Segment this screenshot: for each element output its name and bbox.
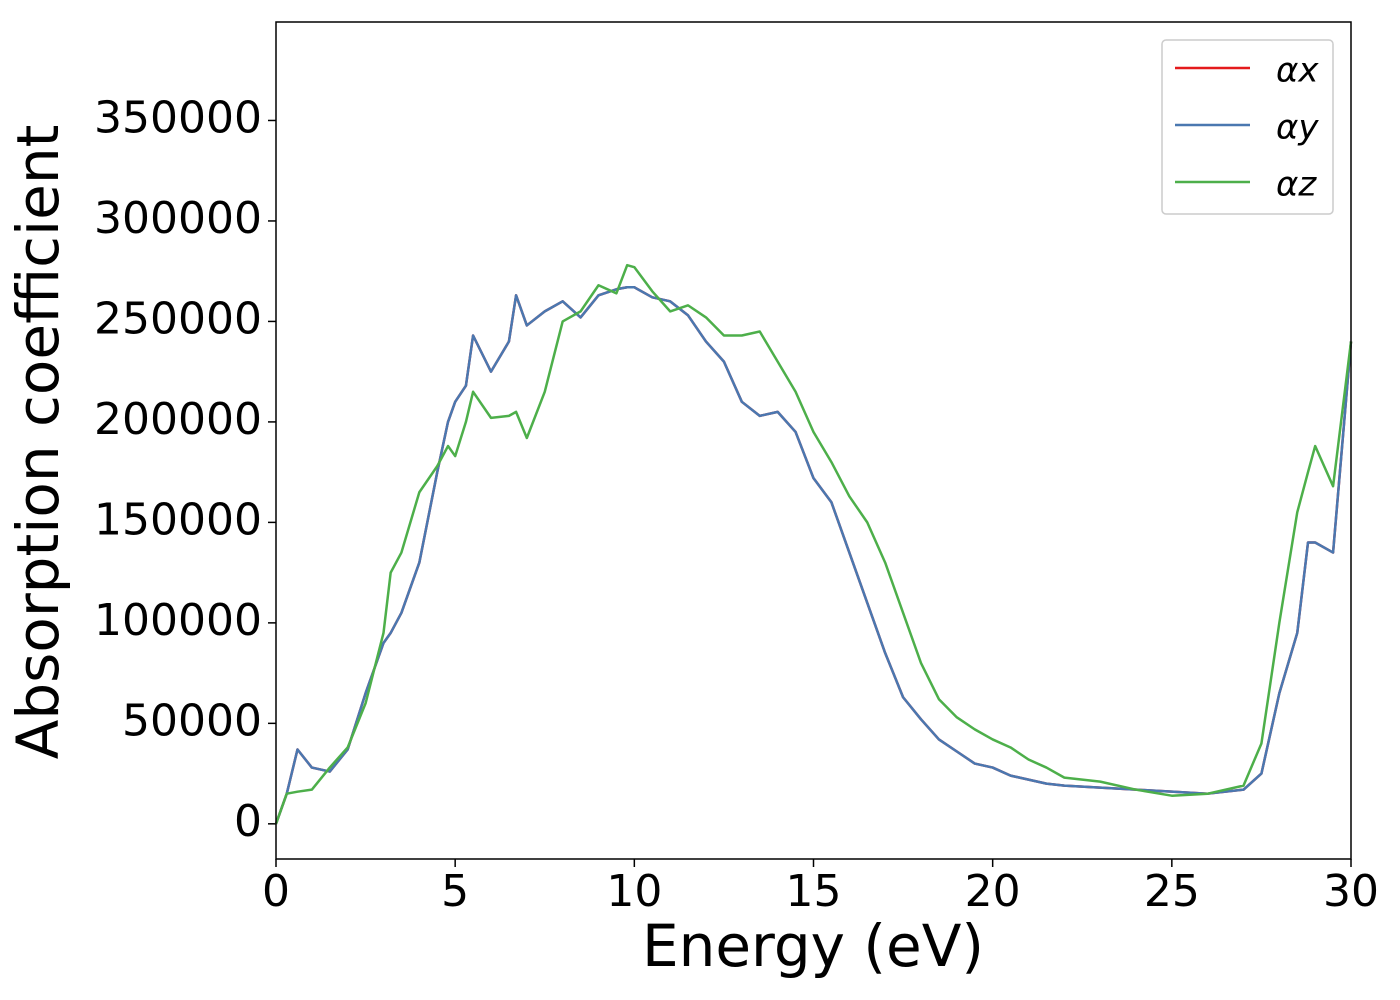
legend-box (1161, 39, 1334, 215)
x-tick-label: 0 (262, 866, 290, 917)
y-axis-label: Absorption coefficient (4, 125, 72, 760)
legend-label: αx (1276, 51, 1319, 91)
y-tick-label: 250000 (94, 293, 262, 344)
y-tick-label: 150000 (94, 494, 262, 545)
y-tick-label: 0 (234, 796, 262, 847)
x-axis-label: Energy (eV) (642, 912, 984, 980)
y-tick-label: 50000 (122, 695, 262, 746)
series-line (274, 286, 1353, 825)
legend-label: αz (1276, 165, 1317, 205)
y-tick-label: 350000 (94, 92, 262, 143)
series-line (274, 263, 1353, 825)
x-tick-label: 10 (606, 866, 662, 917)
x-tick-label: 15 (786, 866, 842, 917)
plot-frame (275, 21, 1352, 860)
x-tick-label: 5 (441, 866, 469, 917)
y-tick-label: 300000 (94, 193, 262, 244)
y-tick-label: 200000 (94, 394, 262, 445)
x-tick-label: 20 (965, 866, 1021, 917)
x-tick-label: 25 (1144, 866, 1200, 917)
y-tick-label: 100000 (94, 595, 262, 646)
series-line (274, 286, 1353, 825)
legend-label: αy (1276, 108, 1319, 148)
x-tick-label: 30 (1323, 866, 1379, 917)
